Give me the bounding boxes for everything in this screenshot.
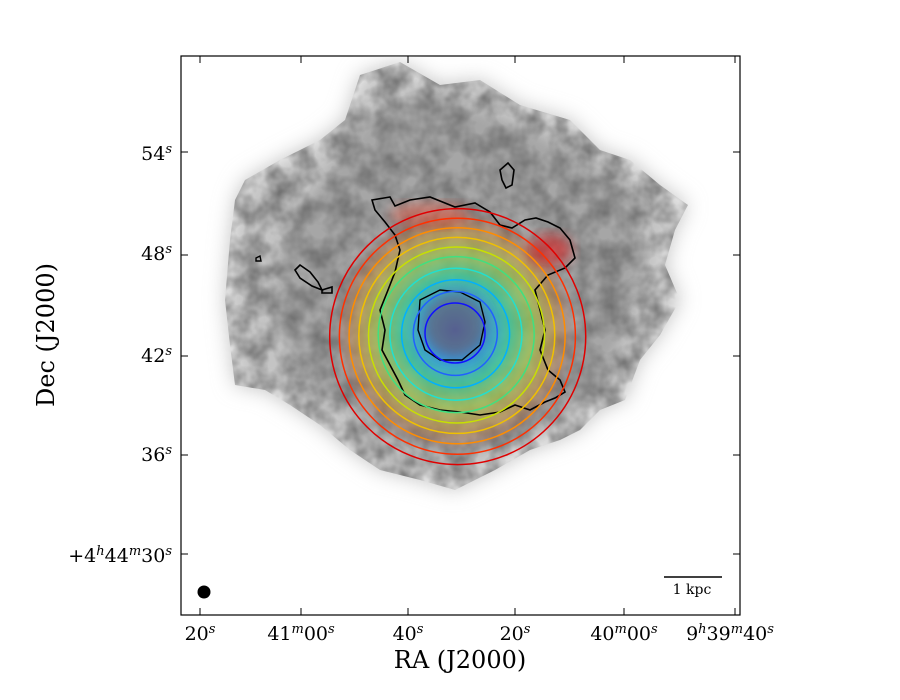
x-tick-label-1: 41m00s — [267, 622, 335, 645]
model-contour-ring — [328, 207, 587, 466]
x-axis-label: RA (J2000) — [394, 646, 526, 674]
model-contour-ring — [348, 227, 566, 445]
beam-marker — [197, 585, 211, 599]
y-axis-label: Dec (J2000) — [32, 263, 60, 407]
model-contour-ring — [424, 302, 486, 364]
model-contour-ring — [400, 279, 511, 389]
model-contour-ring — [389, 267, 523, 401]
x-tick-label-4: 40m00s — [590, 622, 658, 645]
black-contour-spot — [255, 254, 262, 262]
y-tick-label-4: +4h44m30s — [68, 544, 172, 567]
central-hole — [423, 293, 487, 357]
y-tick-label-3: 36s — [141, 443, 172, 466]
model-contour-ring — [377, 255, 535, 414]
model-contour-ring — [338, 217, 577, 455]
black-contour-west — [293, 263, 333, 294]
x-tick-label-3: 20s — [500, 622, 531, 645]
black-contour — [370, 196, 576, 416]
model-contour-ring — [358, 236, 556, 435]
model-contour-ring — [367, 246, 546, 424]
y-tick-label-2: 42s — [141, 344, 172, 367]
y-tick-label-0: 54s — [141, 142, 172, 165]
x-tick-label-0: 20s — [185, 622, 216, 645]
x-tick-label-5: 9h39m40s — [686, 622, 774, 645]
x-tick-label-2: 40s — [393, 622, 424, 645]
scale-bar-label: 1 kpc — [673, 582, 712, 598]
axis-ticks — [181, 56, 740, 615]
galaxy-image — [225, 62, 688, 490]
black-contour-north — [499, 161, 515, 190]
model-contours — [328, 207, 587, 466]
y-tick-label-1: 48s — [141, 242, 172, 265]
model-contour-ring — [412, 290, 499, 377]
